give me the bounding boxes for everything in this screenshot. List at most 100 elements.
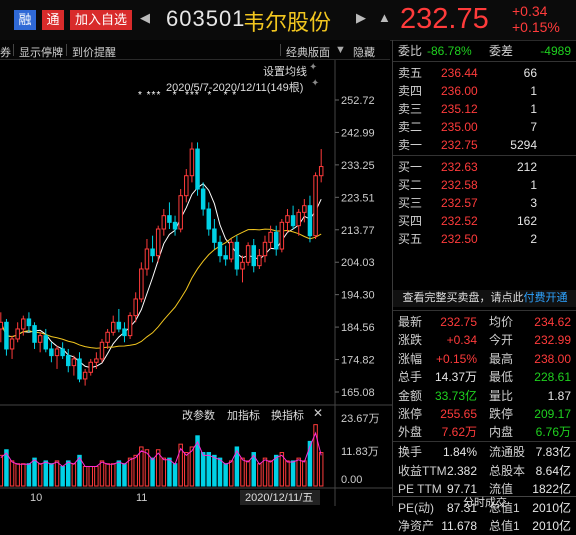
order-ratio-row: 委比 -86.78% 委差 -4989 (398, 44, 571, 58)
volume-bar (302, 460, 307, 487)
connect-tag[interactable]: 通 (42, 10, 64, 30)
candle-body (223, 255, 228, 260)
volume-bar (60, 465, 65, 487)
sell-level-row: 卖一 232.75 5294 (393, 136, 576, 154)
candle-body (240, 261, 245, 270)
candle-body (71, 358, 77, 367)
chart-toolbar (0, 40, 390, 60)
buy-level-row: 买二 232.58 1 (393, 176, 576, 194)
volume-bar (251, 452, 256, 487)
stat-label: 跌停 (489, 407, 514, 421)
volume-bar (262, 457, 268, 487)
stat-label: 总手 (398, 370, 423, 385)
tick-trades-button[interactable]: 分时成交 (393, 496, 576, 509)
candle-body (195, 148, 200, 190)
buy-level-row: 买五 232.50 2 (393, 230, 576, 248)
level-label: 买二 (398, 178, 423, 192)
candle-body (178, 195, 183, 230)
level-label: 卖一 (398, 138, 423, 152)
volume-bar (217, 457, 223, 487)
switch-indicator-button[interactable]: 换指标 (271, 410, 304, 422)
divider (393, 61, 576, 62)
stat-label: 均价 (489, 315, 514, 329)
candle-body (313, 175, 318, 237)
pin-icon[interactable]: ✦ (309, 62, 318, 73)
finance-value: 1822亿 (532, 482, 571, 496)
volume-bar (99, 460, 105, 487)
edit-params-button[interactable]: 改参数 (182, 410, 215, 422)
kline-chart[interactable]: 252.72 242.99 233.25 223.51 213.77 204.03 194.… (0, 60, 392, 506)
candle-body (21, 318, 26, 330)
stat-value: 238.00 (534, 351, 571, 366)
show-halt-button[interactable]: 显示停牌 (19, 47, 63, 59)
candle-body (139, 268, 144, 300)
stat-value: 232.99 (534, 333, 571, 348)
pin-icon[interactable]: ✦ (311, 78, 320, 89)
stat-value: 33.73亿 (434, 388, 477, 403)
finance-value: 2010亿 (532, 519, 571, 533)
finance-label: 流通股 (489, 445, 526, 459)
candle-body (4, 321, 9, 350)
volume-bar (88, 465, 93, 487)
price-alert-button[interactable]: 到价提醒 (72, 47, 116, 59)
candle-body (15, 328, 20, 340)
paid-open-link[interactable]: 付费开通 (523, 292, 568, 304)
stat-value: 255.65 (440, 407, 477, 421)
candle-body (0, 321, 4, 330)
level-label: 买三 (398, 196, 423, 210)
candle-body (245, 245, 251, 263)
candle-body (37, 335, 43, 343)
dropdown-icon[interactable]: ▼ (335, 44, 346, 56)
level-price: 232.58 (441, 178, 478, 192)
next-stock-icon[interactable]: ▶ (356, 10, 366, 25)
bell-icon[interactable]: ▲ (378, 10, 391, 25)
candle-body (217, 241, 223, 257)
candle-body (77, 358, 82, 380)
stat-label: 最低 (489, 370, 514, 385)
buy-level-row: 买四 232.52 162 (393, 212, 576, 230)
volume-bar (172, 463, 178, 487)
stat-label: 外盘 (398, 425, 423, 440)
toolbar-divider (280, 44, 281, 56)
candle-body (60, 348, 65, 357)
volume-bar (296, 457, 301, 487)
stock-name: 韦尔股份 (243, 11, 332, 36)
candle-body (9, 338, 15, 350)
level-volume: 1 (530, 178, 537, 192)
toolbar-divider (13, 44, 14, 56)
candle-body (257, 255, 262, 267)
candle-body (66, 355, 71, 367)
moving-average-line (0, 183, 322, 369)
volume-bar (285, 460, 290, 487)
volume-bar (77, 454, 82, 487)
set-ma-button[interactable]: 设置均线 (263, 66, 307, 78)
close-icon[interactable]: ✕ (313, 406, 324, 420)
sell-level-row: 卖四 236.00 1 (393, 82, 576, 100)
hide-button[interactable]: 隐藏 (353, 47, 375, 59)
toolbar-cut-item[interactable]: 券 (0, 47, 11, 59)
stat-row: 最新 232.75 均价 234.62 (393, 313, 576, 331)
stat-value: 6.76万 (535, 425, 571, 440)
volume-bar (110, 463, 116, 487)
stat-value: 232.75 (440, 315, 477, 329)
classic-layout-button[interactable]: 经典版面 (286, 47, 330, 59)
candle-body (88, 361, 93, 373)
full-depth-notice[interactable]: 查看完整买卖盘，请点此付费开通 (393, 290, 576, 307)
candle-body (251, 245, 256, 267)
volume-bar (240, 457, 245, 487)
level-price: 232.63 (441, 160, 478, 174)
volume-bar (49, 463, 54, 487)
candle-body (212, 228, 217, 243)
order-diff-value: -4989 (540, 44, 571, 58)
add-indicator-button[interactable]: 加指标 (227, 410, 260, 422)
stat-label: 内盘 (489, 425, 514, 440)
candle-body (268, 231, 273, 243)
candle-body (273, 231, 279, 250)
prev-stock-icon[interactable]: ◀ (140, 10, 150, 25)
margin-tag[interactable]: 融 (14, 10, 36, 30)
finance-value: 7.83亿 (535, 445, 571, 459)
candle-body (296, 211, 301, 227)
volume-bar (206, 452, 212, 487)
candle-body (172, 221, 178, 230)
add-watchlist-button[interactable]: 加入自选 (70, 10, 132, 30)
